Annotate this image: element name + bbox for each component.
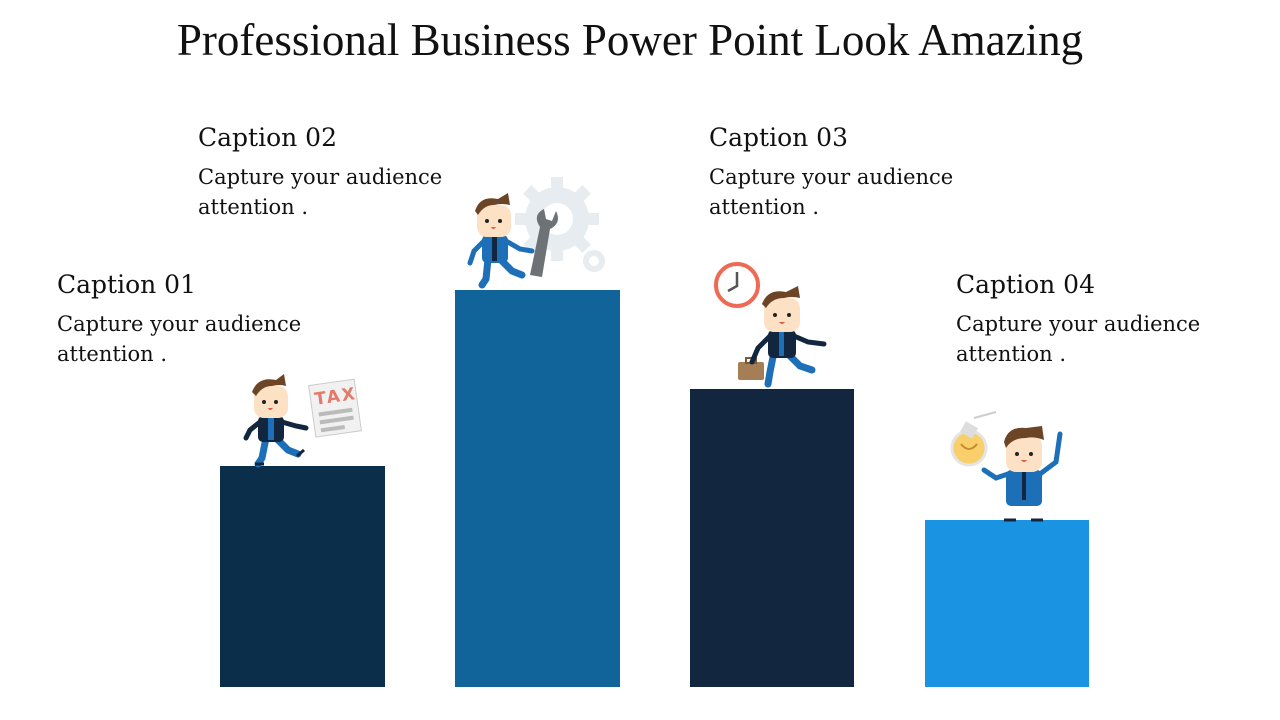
caption-text-01: Capture your audience attention . <box>57 312 302 366</box>
caption-block-01: Caption 01 Capture your audience attenti… <box>57 270 317 369</box>
light-bulb-icon <box>950 411 997 467</box>
step-bar-02 <box>455 290 620 687</box>
tax-document-icon: TAX <box>308 378 362 438</box>
caption-block-02: Caption 02 Capture your audience attenti… <box>198 123 458 222</box>
caption-block-04: Caption 04 Capture your audience attenti… <box>956 270 1216 369</box>
caption-title-01: Caption 01 <box>57 270 196 299</box>
step-bar-01 <box>220 466 385 687</box>
clock-briefcase-icon <box>714 262 764 380</box>
businessman-figure-03 <box>714 262 827 388</box>
caption-text-03: Capture your audience attention . <box>709 165 954 219</box>
caption-text-04: Capture your audience attention . <box>956 312 1201 366</box>
caption-block-03: Caption 03 Capture your audience attenti… <box>709 123 969 222</box>
businessman-figure-02 <box>467 177 605 289</box>
caption-title-04: Caption 04 <box>956 270 1095 299</box>
step-bar-03 <box>690 389 854 687</box>
caption-title-03: Caption 03 <box>709 123 848 152</box>
wrench-gear-icon <box>515 177 605 277</box>
caption-text-02: Capture your audience attention . <box>198 165 443 219</box>
businessman-figure-01: TAX <box>243 374 362 468</box>
slide-title: Professional Business Power Point Look A… <box>176 15 1084 65</box>
businessman-figure-04 <box>950 411 1063 522</box>
step-bar-04 <box>925 520 1089 687</box>
caption-title-02: Caption 02 <box>198 123 337 152</box>
